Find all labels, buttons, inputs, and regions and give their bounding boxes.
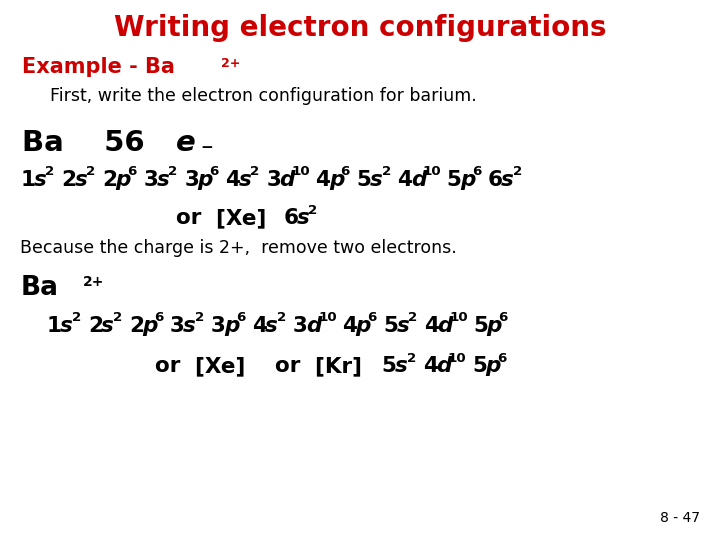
Text: p: p <box>224 316 240 336</box>
Text: 8 - 47: 8 - 47 <box>660 511 700 525</box>
Text: s: s <box>101 316 114 336</box>
Text: 6: 6 <box>236 311 246 325</box>
Text: 2: 2 <box>513 165 522 179</box>
Text: 4: 4 <box>225 170 240 190</box>
Text: p: p <box>329 170 344 190</box>
Text: 2+: 2+ <box>83 275 104 289</box>
Text: p: p <box>460 170 475 190</box>
Text: or: or <box>155 356 188 376</box>
Text: 10: 10 <box>318 311 336 325</box>
Text: Ba: Ba <box>20 275 58 301</box>
Text: 6: 6 <box>367 311 377 325</box>
Text: 3: 3 <box>143 170 158 190</box>
Text: 6: 6 <box>472 165 481 179</box>
Text: 2: 2 <box>308 204 318 217</box>
Text: s: s <box>265 316 278 336</box>
Text: 10: 10 <box>448 352 467 365</box>
Text: 10: 10 <box>292 165 310 179</box>
Text: −: − <box>200 140 213 156</box>
Text: 2: 2 <box>408 311 418 325</box>
Text: Because the charge is 2+,  remove two electrons.: Because the charge is 2+, remove two ele… <box>20 239 457 256</box>
Text: d: d <box>306 316 322 336</box>
Text: 2: 2 <box>102 170 117 190</box>
Text: d: d <box>279 170 295 190</box>
Text: 2: 2 <box>277 311 287 325</box>
Text: 4: 4 <box>342 316 357 336</box>
Text: 5: 5 <box>472 356 487 376</box>
Text: s: s <box>370 170 382 190</box>
Text: 2: 2 <box>72 311 81 325</box>
Text: p: p <box>197 170 213 190</box>
Text: 6: 6 <box>341 165 350 179</box>
Text: 2: 2 <box>382 165 391 179</box>
Text: 2: 2 <box>86 165 96 179</box>
Text: 3: 3 <box>266 170 281 190</box>
Text: or: or <box>275 356 307 376</box>
Text: p: p <box>356 316 371 336</box>
Text: 4: 4 <box>397 170 413 190</box>
Text: p: p <box>142 316 158 336</box>
Text: 4: 4 <box>315 170 330 190</box>
Text: 5: 5 <box>446 170 462 190</box>
Text: s: s <box>34 170 46 190</box>
Text: 1: 1 <box>20 170 35 190</box>
Text: 2: 2 <box>168 165 178 179</box>
Text: 3: 3 <box>184 170 199 190</box>
Text: 2: 2 <box>45 165 55 179</box>
Text: [Kr]: [Kr] <box>315 356 369 376</box>
Text: 4: 4 <box>424 316 439 336</box>
Text: p: p <box>115 170 131 190</box>
Text: 6: 6 <box>210 165 219 179</box>
Text: 2: 2 <box>61 170 76 190</box>
Text: 5: 5 <box>382 356 397 376</box>
Text: d: d <box>437 316 453 336</box>
Text: 6: 6 <box>154 311 163 325</box>
Text: s: s <box>395 356 408 376</box>
Text: 3: 3 <box>211 316 225 336</box>
Text: 1: 1 <box>47 316 62 336</box>
Text: or: or <box>176 208 210 228</box>
Text: 6: 6 <box>498 352 507 365</box>
Text: 10: 10 <box>423 165 441 179</box>
Text: s: s <box>501 170 514 190</box>
Text: s: s <box>297 208 310 228</box>
Text: 6: 6 <box>487 170 503 190</box>
Text: 2: 2 <box>407 352 416 365</box>
Text: 5: 5 <box>473 316 488 336</box>
Text: d: d <box>410 170 426 190</box>
Text: 6: 6 <box>283 208 298 228</box>
Text: d: d <box>436 356 451 376</box>
Text: 2: 2 <box>88 316 103 336</box>
Text: 6: 6 <box>127 165 137 179</box>
Text: 10: 10 <box>449 311 468 325</box>
Text: 4: 4 <box>252 316 266 336</box>
Text: 3: 3 <box>170 316 184 336</box>
Text: 5: 5 <box>383 316 398 336</box>
Text: 6: 6 <box>498 311 508 325</box>
Text: 3: 3 <box>293 316 307 336</box>
Text: s: s <box>238 170 251 190</box>
Text: 2: 2 <box>113 311 122 325</box>
Text: [Xe]: [Xe] <box>217 208 274 228</box>
Text: s: s <box>183 316 196 336</box>
Text: First, write the electron configuration for barium.: First, write the electron configuration … <box>50 87 477 105</box>
Text: s: s <box>60 316 73 336</box>
Text: s: s <box>156 170 169 190</box>
Text: [Xe]: [Xe] <box>195 356 260 376</box>
Text: p: p <box>485 356 500 376</box>
Text: e: e <box>176 129 196 157</box>
Text: s: s <box>74 170 87 190</box>
Text: 2: 2 <box>129 316 144 336</box>
Text: Ba    56: Ba 56 <box>22 129 154 157</box>
Text: 4: 4 <box>423 356 438 376</box>
Text: Example - Ba: Example - Ba <box>22 57 174 77</box>
Text: Writing electron configurations: Writing electron configurations <box>114 14 606 42</box>
Text: p: p <box>487 316 502 336</box>
Text: s: s <box>397 316 409 336</box>
Text: 5: 5 <box>356 170 372 190</box>
Text: 2+: 2+ <box>221 57 240 70</box>
Text: 2: 2 <box>251 165 260 179</box>
Text: 2: 2 <box>195 311 204 325</box>
